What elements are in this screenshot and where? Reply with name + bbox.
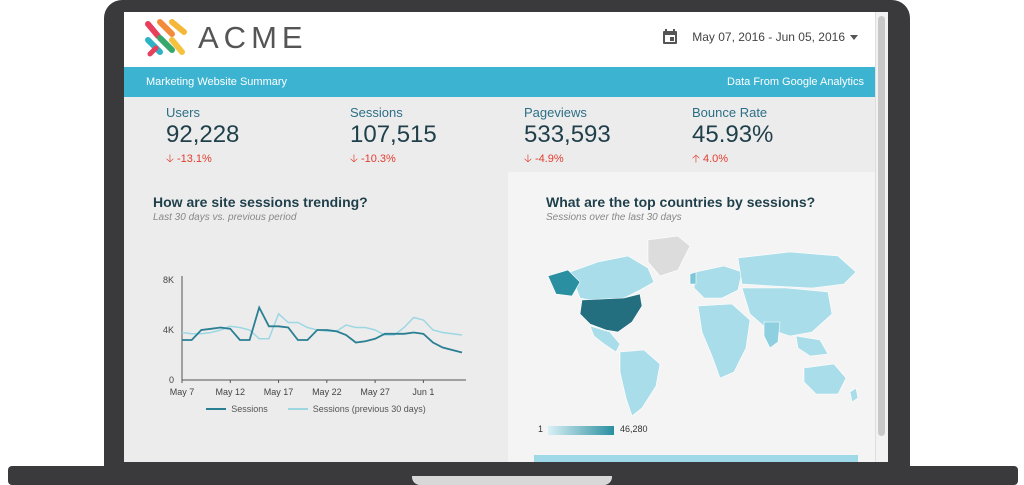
kpi-row: Users 92,228 🡣 -13.1% Sessions 107,515 🡣… <box>124 97 876 172</box>
kpi-pageviews: Pageviews 533,593 🡣 -4.9% <box>524 105 611 169</box>
x-tick-label: May 12 <box>216 387 246 397</box>
map-uk <box>689 271 697 285</box>
laptop-base <box>8 466 1018 485</box>
map-india <box>763 321 781 349</box>
legend-label: Sessions (previous 30 days) <box>312 404 426 414</box>
map-usa <box>579 293 643 333</box>
kpi-users: Users 92,228 🡣 -13.1% <box>166 105 239 169</box>
map-europe <box>693 265 743 299</box>
legend-swatch <box>206 408 227 410</box>
y-tick-label: 4K <box>163 325 174 335</box>
map-legend-max: 46,280 <box>620 424 648 434</box>
x-tick-label: May 27 <box>360 387 390 397</box>
y-tick-label: 8K <box>163 275 174 285</box>
map-asia <box>741 287 833 337</box>
brand-name: ACME <box>198 20 308 55</box>
sessions-trend-panel: How are site sessions trending? Last 30 … <box>124 172 508 462</box>
panel-title: How are site sessions trending? <box>153 194 368 210</box>
kpi-delta: 🡣 -4.9% <box>524 150 611 169</box>
calendar-icon <box>663 29 678 44</box>
map-legend-gradient <box>548 426 614 435</box>
kpi-delta-value: -10.3% <box>360 153 396 165</box>
x-tick-label: May 17 <box>264 387 294 397</box>
map-africa <box>697 303 751 379</box>
acme-logo-icon <box>145 19 187 57</box>
x-tick-label: May 7 <box>170 387 195 397</box>
arrow-down-icon: 🡣 <box>524 153 532 165</box>
date-range-picker[interactable]: May 07, 2016 - Jun 05, 2016 <box>662 26 858 48</box>
kpi-delta: 🡣 -10.3% <box>350 150 437 169</box>
kpi-value: 107,515 <box>350 121 437 148</box>
map-russia <box>737 251 857 289</box>
legend-label: Sessions <box>231 404 268 414</box>
series-line-sessions[interactable] <box>182 305 463 354</box>
map-alaska <box>547 269 581 297</box>
kpi-value: 92,228 <box>166 121 240 148</box>
scrollbar-thumb[interactable] <box>878 16 885 436</box>
map-new-zealand <box>849 387 859 403</box>
map-australia <box>803 363 847 395</box>
screen: ACME May 07, 2016 - Jun 05, 2016 Marketi… <box>124 12 888 462</box>
kpi-delta-value: -4.9% <box>534 153 564 165</box>
report-title: Marketing Website Summary <box>146 76 288 88</box>
sessions-line-chart[interactable]: 8K 4K 0 May 7 May 12 May 17 May 22 May 27 Jun 1 <box>124 172 508 402</box>
kpi-delta: 🡣 -13.1% <box>166 150 239 169</box>
map-legend-min: 1 <box>538 424 544 434</box>
date-range-text: May 07, 2016 - Jun 05, 2016 <box>692 30 845 44</box>
x-tick-label: May 22 <box>312 387 342 397</box>
scrollbar[interactable] <box>875 12 888 462</box>
kpi-bounce-rate: Bounce Rate 45.93% 🡡 4.0% <box>692 105 773 169</box>
panel-subtitle: Sessions over the last 30 days <box>546 212 682 223</box>
kpi-label: Pageviews <box>524 105 587 120</box>
map-se-asia <box>795 335 829 357</box>
arrow-down-icon: 🡣 <box>350 153 358 165</box>
x-tick-label: Jun 1 <box>412 387 434 397</box>
legend-swatch <box>287 408 308 410</box>
arrow-up-icon: 🡡 <box>692 153 700 165</box>
kpi-value: 533,593 <box>524 121 611 148</box>
dashboard: ACME May 07, 2016 - Jun 05, 2016 Marketi… <box>124 12 876 462</box>
y-tick-label: 0 <box>169 375 174 385</box>
kpi-label: Users <box>166 105 200 120</box>
map-greenland <box>647 235 691 277</box>
top-countries-panel: What are the top countries by sessions? … <box>508 172 876 462</box>
world-map[interactable] <box>528 232 868 422</box>
legend-item-previous[interactable]: Sessions (previous 30 days) <box>287 404 426 414</box>
kpi-delta-value: -13.1% <box>176 153 212 165</box>
kpi-label: Sessions <box>350 105 403 120</box>
panel-subtitle: Last 30 days vs. previous period <box>153 212 297 223</box>
map-canada <box>569 255 655 303</box>
kpi-delta-value: 4.0% <box>702 153 729 165</box>
data-source: Data From Google Analytics <box>727 76 864 88</box>
header: ACME May 07, 2016 - Jun 05, 2016 <box>124 12 876 64</box>
map-legend: 1 46,280 <box>538 424 698 436</box>
panel-title: What are the top countries by sessions? <box>546 194 816 210</box>
chart-legend: Sessions Sessions (previous 30 days) <box>124 404 508 414</box>
series-line-previous-30-days[interactable] <box>181 312 463 340</box>
map-south-america <box>619 349 661 417</box>
next-panel-header <box>534 455 858 462</box>
kpi-value: 45.93% <box>692 121 774 148</box>
chevron-down-icon <box>850 34 858 40</box>
summary-banner: Marketing Website Summary Data From Goog… <box>124 67 876 97</box>
map-mexico <box>589 325 621 353</box>
kpi-label: Bounce Rate <box>692 105 768 120</box>
legend-item-sessions[interactable]: Sessions <box>206 404 268 414</box>
kpi-delta: 🡡 4.0% <box>692 150 773 169</box>
arrow-down-icon: 🡣 <box>166 153 174 165</box>
laptop-notch <box>412 476 612 485</box>
kpi-sessions: Sessions 107,515 🡣 -10.3% <box>350 105 437 169</box>
